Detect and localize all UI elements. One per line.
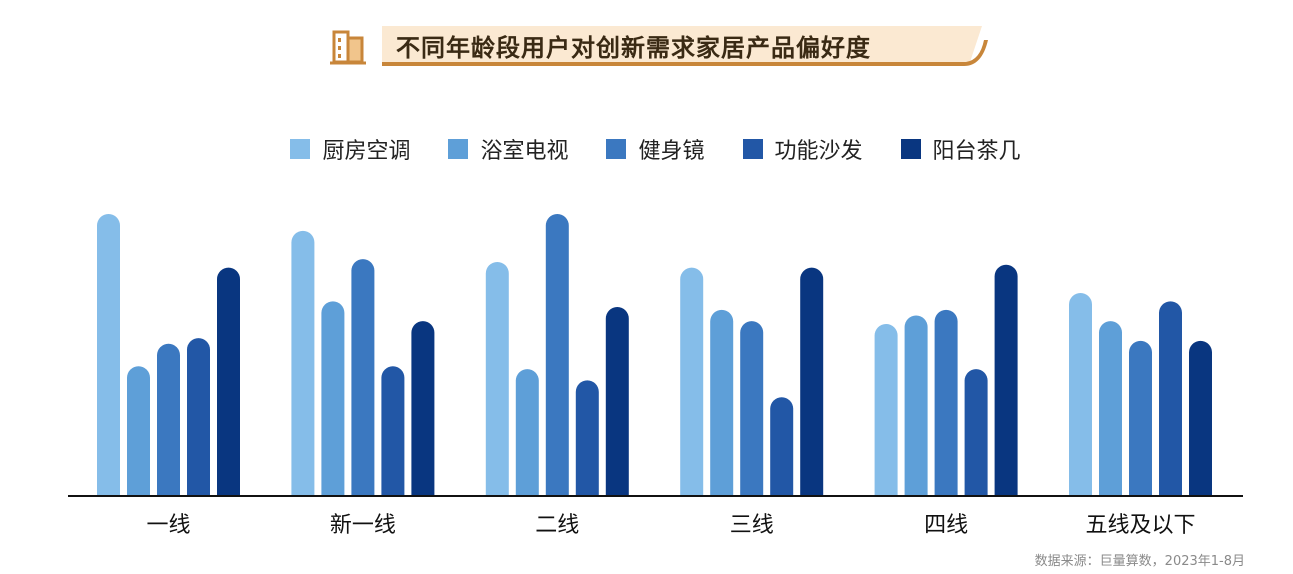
- bar: [545, 214, 569, 496]
- legend-item: 阳台茶几: [900, 133, 1021, 165]
- source-note: 数据来源：巨量算数，2023年1-8月: [1034, 554, 1245, 569]
- legend-item: 功能沙发: [742, 133, 863, 165]
- building-icon: [330, 30, 366, 65]
- bar: [127, 366, 150, 496]
- bar: [217, 267, 240, 496]
- x-tick-label: 四线: [924, 513, 968, 538]
- bar: [800, 267, 824, 496]
- bar: [321, 301, 345, 496]
- bar: [1129, 340, 1152, 496]
- bar: [381, 366, 405, 496]
- legend-item: 浴室电视: [448, 133, 568, 165]
- bar: [740, 321, 764, 496]
- x-tick-label: 二线: [535, 513, 579, 538]
- legend-swatch: [900, 139, 921, 159]
- legend-swatch: [448, 139, 469, 159]
- legend-label: 阳台茶几: [932, 139, 1021, 164]
- bar: [157, 343, 180, 496]
- bar: [411, 321, 435, 496]
- chart-title: 不同年龄段用户对创新需求家居产品偏好度: [396, 34, 871, 62]
- bar: [605, 307, 629, 496]
- legend-label: 功能沙发: [774, 139, 863, 164]
- bar: [187, 338, 210, 496]
- legend-item: 厨房空调: [290, 133, 410, 165]
- bar: [904, 315, 928, 496]
- bar: [515, 369, 539, 496]
- legend-label: 浴室电视: [480, 139, 569, 164]
- bar: [575, 380, 599, 496]
- legend-swatch: [290, 139, 311, 159]
- bar: [291, 230, 315, 497]
- bar: [770, 397, 794, 496]
- legend-label: 厨房空调: [322, 139, 411, 164]
- bar: [680, 267, 704, 496]
- bar: [351, 259, 375, 496]
- bar: [964, 369, 988, 496]
- bar: [874, 323, 898, 496]
- x-tick-label: 一线: [146, 513, 190, 538]
- bar: [1159, 301, 1182, 496]
- bar: [1069, 292, 1092, 496]
- bar: [934, 309, 958, 496]
- x-tick-label: 三线: [730, 513, 774, 538]
- bar: [485, 261, 509, 496]
- legend-swatch: [742, 139, 763, 159]
- bar: [97, 214, 121, 496]
- legend-swatch: [606, 139, 627, 159]
- title-banner: [382, 26, 988, 66]
- chart-legend: 厨房空调 浴室电视 健身镜 功能沙发 阳台茶几: [0, 132, 1293, 166]
- chart-title-block: 不同年龄段用户对创新需求家居产品偏好度: [320, 22, 1000, 70]
- bar: [1189, 340, 1212, 496]
- bar: [994, 264, 1018, 496]
- x-tick-label: 新一线: [330, 513, 396, 538]
- x-tick-label: 五线及以下: [1085, 513, 1195, 538]
- bar: [710, 309, 734, 496]
- legend-item: 健身镜: [606, 133, 705, 165]
- bar: [1099, 321, 1122, 496]
- legend-label: 健身镜: [638, 139, 705, 164]
